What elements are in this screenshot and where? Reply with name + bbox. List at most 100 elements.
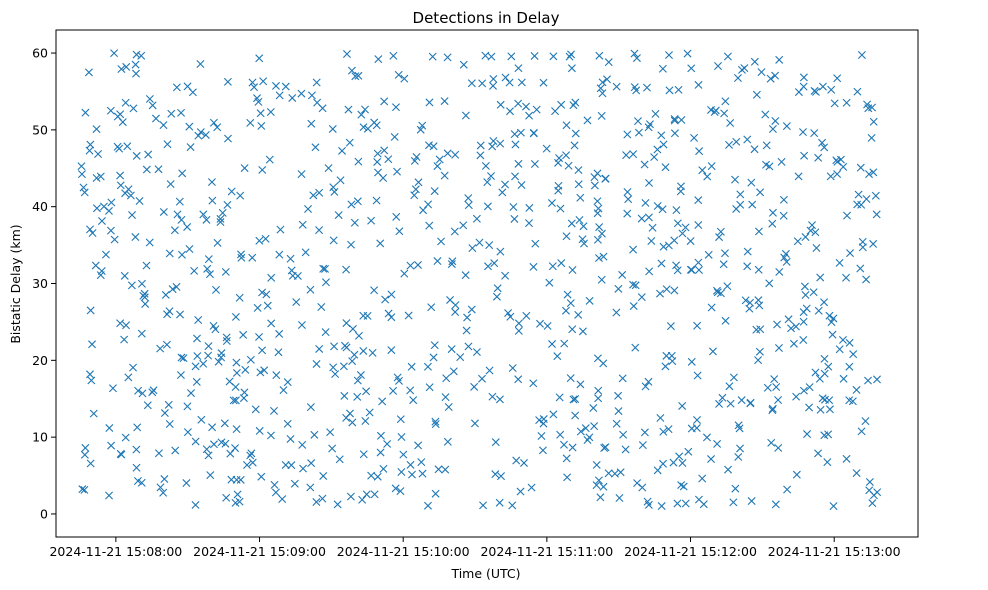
detection-point — [406, 261, 415, 270]
detection-point — [342, 319, 351, 328]
y-tick-label: 40 — [32, 199, 48, 214]
detection-point — [799, 317, 808, 326]
detection-point — [811, 228, 820, 237]
detection-point — [585, 433, 594, 442]
detection-point — [562, 232, 571, 241]
detection-point — [733, 74, 742, 82]
detection-point — [101, 250, 110, 259]
detection-point — [670, 115, 679, 123]
detection-point — [94, 149, 103, 158]
detection-point — [137, 51, 146, 60]
detection-point — [820, 143, 829, 152]
detection-point — [328, 124, 337, 133]
detection-point — [353, 376, 362, 385]
detection-point — [686, 265, 695, 274]
detection-point — [393, 167, 402, 176]
detection-point — [246, 451, 255, 460]
detection-point — [721, 316, 730, 325]
detection-point — [721, 97, 730, 106]
detection-point — [715, 399, 724, 408]
detection-point — [670, 116, 679, 125]
detection-point — [489, 81, 498, 90]
detection-point — [218, 208, 227, 217]
detection-point — [478, 79, 487, 88]
detection-point — [590, 173, 599, 182]
detection-point — [406, 460, 415, 469]
detection-point — [160, 475, 169, 484]
detection-point — [227, 475, 236, 484]
detection-point — [814, 449, 823, 458]
detection-point — [116, 319, 125, 328]
detection-point — [387, 313, 396, 322]
detection-point — [77, 170, 86, 179]
detection-point — [615, 493, 624, 502]
detection-point — [481, 161, 490, 170]
detection-point — [594, 254, 603, 263]
detection-point — [86, 225, 94, 234]
detection-point — [601, 174, 610, 183]
detection-point — [261, 234, 270, 243]
detection-point — [319, 471, 328, 480]
detection-point — [191, 437, 200, 446]
detection-point — [233, 490, 242, 499]
detection-point — [504, 309, 513, 318]
detection-point — [447, 345, 456, 354]
detection-point — [347, 200, 356, 209]
detection-point — [120, 271, 129, 280]
detection-point — [202, 215, 211, 224]
detection-point — [88, 229, 97, 238]
detection-point — [725, 140, 734, 149]
detection-point — [376, 431, 385, 440]
detection-point — [501, 73, 510, 82]
detection-point — [713, 288, 722, 297]
detection-point — [783, 485, 792, 494]
detection-point — [435, 155, 444, 164]
detection-point — [329, 183, 338, 192]
detection-point — [566, 299, 575, 308]
detection-point — [713, 439, 722, 448]
detection-point — [845, 362, 854, 371]
detection-point — [658, 64, 667, 73]
detection-point — [142, 165, 151, 174]
detection-point — [684, 447, 693, 456]
detection-point — [811, 87, 820, 96]
detection-point — [592, 460, 601, 469]
detection-point — [140, 289, 149, 298]
detection-point — [344, 105, 353, 114]
detection-point — [156, 483, 165, 492]
detection-point — [614, 391, 623, 400]
detection-point — [670, 129, 679, 138]
detection-point — [88, 340, 97, 349]
y-tick-label: 20 — [32, 353, 48, 368]
detection-point — [642, 83, 651, 92]
detection-point — [593, 354, 602, 363]
detection-point — [857, 51, 866, 59]
detection-point — [237, 250, 245, 259]
detection-point — [857, 427, 866, 436]
detection-point — [145, 94, 154, 103]
detection-point — [491, 438, 500, 447]
detection-point — [226, 449, 235, 458]
detection-point — [487, 52, 496, 61]
detection-point — [80, 485, 89, 494]
detection-point — [641, 198, 650, 207]
detection-point — [716, 227, 725, 236]
detection-point — [485, 241, 494, 250]
detection-point — [132, 463, 141, 472]
detection-point — [665, 86, 674, 95]
detection-point — [568, 325, 577, 334]
detection-point — [562, 121, 571, 130]
detection-point — [746, 298, 755, 307]
detection-point — [818, 394, 827, 403]
detection-point — [516, 128, 525, 137]
detection-point — [141, 299, 150, 308]
detection-point — [411, 185, 420, 194]
detection-point — [659, 242, 668, 251]
detection-point — [347, 66, 356, 75]
detection-point — [508, 501, 517, 510]
detection-point — [321, 278, 330, 287]
detection-point — [618, 270, 627, 279]
detection-point — [835, 258, 844, 267]
detection-point — [425, 221, 434, 230]
detection-point — [370, 490, 379, 499]
